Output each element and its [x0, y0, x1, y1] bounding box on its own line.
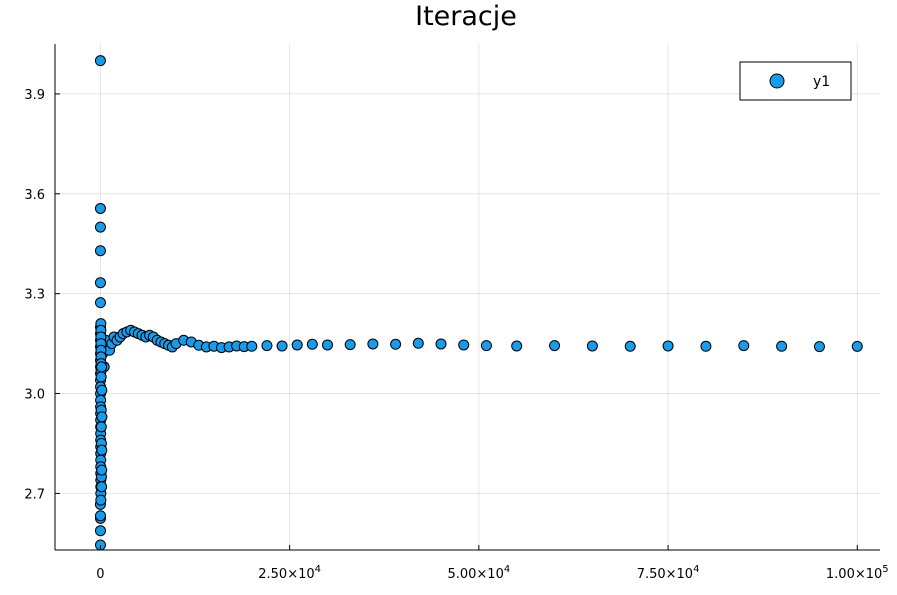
data-point [738, 340, 750, 352]
legend-marker [769, 73, 785, 89]
axes [54, 44, 880, 551]
x-tick-label: 0 [96, 567, 104, 582]
data-point [96, 411, 108, 423]
legend-label-y1: y1 [813, 74, 830, 90]
data-point [390, 338, 402, 350]
data-point [813, 341, 825, 353]
chart-title: Iteracje [415, 1, 517, 32]
data-point [291, 339, 303, 351]
data-point [480, 340, 492, 352]
data-point [96, 444, 108, 456]
data-point [776, 340, 788, 352]
x-tick-label: 5.00×104 [447, 564, 510, 582]
data-point [344, 339, 356, 351]
data-point [94, 525, 106, 537]
y-tick-label: 3.6 [24, 188, 45, 203]
y-tick-label: 3.0 [24, 388, 45, 403]
legend: y1 [739, 61, 852, 101]
x-tick-label: 1.00×105 [826, 564, 889, 582]
y-tick-label: 3.9 [24, 88, 45, 103]
data-point [95, 510, 106, 522]
data-point [95, 421, 107, 433]
data-point [458, 339, 470, 351]
legend-box [739, 61, 852, 101]
data-point [321, 339, 333, 351]
data-point [94, 221, 106, 233]
data-point [412, 337, 424, 349]
data-point [435, 338, 447, 350]
data-point [96, 361, 108, 373]
data-point [94, 202, 106, 214]
data-point [94, 297, 106, 309]
data-point [94, 245, 106, 257]
y-tick-label: 3.3 [24, 288, 45, 303]
plot-area [94, 55, 863, 551]
data-point [586, 340, 598, 352]
data-point [306, 338, 318, 350]
data-point [511, 340, 523, 352]
data-point [261, 340, 273, 352]
data-point [700, 340, 712, 352]
data-point [96, 464, 108, 476]
data-point [367, 338, 379, 350]
x-tick-label: 7.50×104 [637, 564, 700, 582]
data-point [624, 340, 636, 352]
data-point [94, 55, 106, 67]
y-tick-labels: 2.7 3.0 3.3 3.6 3.9 [24, 88, 45, 502]
x-tick-labels: 0 2.50×104 5.00×104 7.50×104 1.00×105 [96, 564, 888, 582]
y-tick-label: 2.7 [24, 487, 45, 502]
data-point [96, 384, 108, 396]
data-point [95, 371, 107, 383]
data-point [549, 340, 561, 352]
data-point [96, 481, 108, 493]
data-point [246, 340, 258, 352]
data-point [94, 277, 106, 289]
x-tick-label: 2.50×104 [258, 564, 321, 582]
data-point [276, 340, 288, 352]
data-point [851, 340, 863, 352]
grid [55, 44, 880, 550]
data-point [95, 494, 107, 506]
data-point [662, 340, 674, 352]
